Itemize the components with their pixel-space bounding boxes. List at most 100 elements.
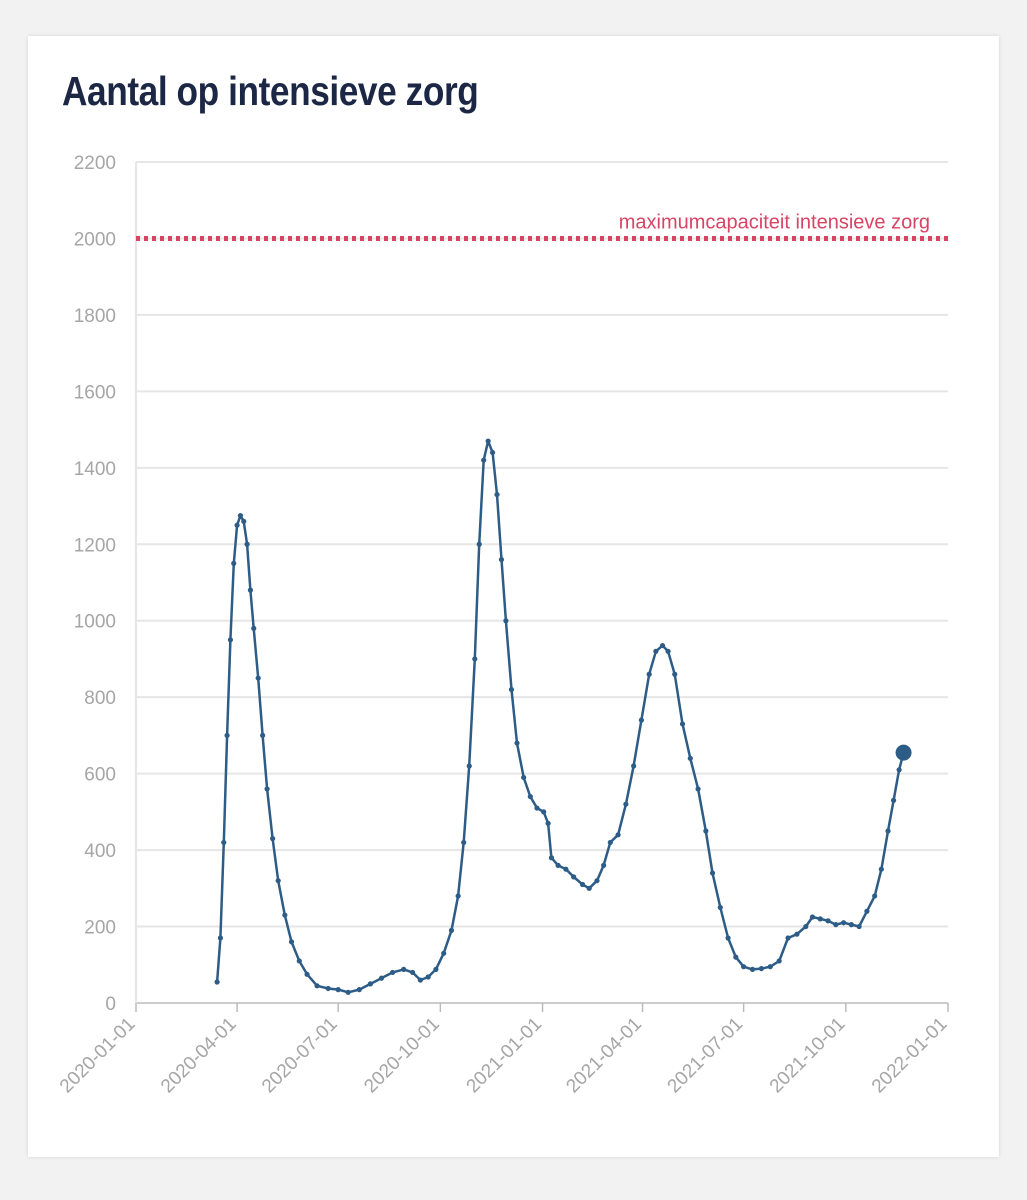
capacity-reference-label: maximumcapaciteit intensieve zorg bbox=[619, 211, 930, 233]
data-point bbox=[448, 927, 455, 933]
chart-title: Aantal op intensieve zorg bbox=[62, 68, 479, 114]
data-point bbox=[481, 457, 487, 463]
data-point bbox=[325, 985, 331, 992]
data-point bbox=[345, 989, 351, 995]
data-point bbox=[441, 950, 447, 956]
data-point bbox=[270, 836, 276, 842]
data-point bbox=[548, 855, 555, 861]
data-point bbox=[527, 793, 533, 800]
data-point bbox=[776, 958, 782, 964]
x-tick-label: 2021-07-01 bbox=[664, 1014, 748, 1098]
data-point bbox=[503, 618, 509, 624]
data-point bbox=[466, 763, 472, 769]
data-point bbox=[275, 878, 281, 884]
y-tick-label: 1400 bbox=[74, 459, 116, 480]
data-point bbox=[848, 922, 854, 928]
data-point bbox=[541, 809, 547, 815]
data-point bbox=[885, 828, 891, 834]
y-tick-label: 1800 bbox=[74, 306, 116, 327]
data-point bbox=[498, 556, 505, 563]
data-point bbox=[476, 541, 482, 547]
data-point bbox=[534, 805, 540, 811]
data-point bbox=[282, 912, 288, 918]
data-point bbox=[217, 935, 224, 941]
series-line bbox=[215, 439, 905, 994]
data-point bbox=[231, 560, 237, 566]
data-point bbox=[725, 935, 731, 941]
data-point bbox=[251, 625, 257, 631]
data-point bbox=[455, 893, 461, 899]
data-point bbox=[409, 969, 416, 976]
data-point bbox=[356, 987, 362, 993]
x-tick-label: 2022-01-01 bbox=[868, 1014, 952, 1098]
data-point bbox=[234, 522, 240, 528]
y-tick-label: 2000 bbox=[74, 229, 116, 250]
data-point bbox=[255, 675, 261, 681]
data-point bbox=[425, 974, 431, 980]
data-point bbox=[563, 866, 569, 872]
data-point bbox=[623, 801, 629, 807]
data-point bbox=[672, 671, 678, 677]
x-tick-label: 2021-04-01 bbox=[562, 1014, 646, 1098]
data-point bbox=[296, 958, 302, 964]
data-point bbox=[508, 686, 515, 693]
line-chart: 0 200 400 600 800 1000 1200 1400 1600 1800 2000 220… bbox=[56, 153, 952, 1098]
data-point bbox=[741, 964, 747, 970]
y-tick-label: 600 bbox=[84, 765, 116, 786]
data-point bbox=[607, 839, 613, 846]
data-point bbox=[579, 881, 586, 888]
data-point bbox=[856, 923, 862, 930]
x-tick-label: 2021-10-01 bbox=[766, 1014, 850, 1098]
data-point bbox=[594, 878, 600, 884]
data-point bbox=[494, 491, 500, 498]
data-point bbox=[638, 717, 645, 723]
data-point bbox=[378, 975, 385, 981]
data-point bbox=[803, 923, 809, 930]
data-point bbox=[709, 870, 716, 876]
y-tick-label: 200 bbox=[84, 918, 116, 939]
data-point bbox=[833, 922, 839, 928]
data-point bbox=[401, 966, 407, 972]
data-point bbox=[335, 987, 341, 993]
data-point bbox=[601, 862, 607, 868]
data-point bbox=[703, 828, 709, 834]
data-point bbox=[840, 920, 847, 926]
data-point bbox=[489, 449, 496, 456]
data-point bbox=[878, 866, 884, 872]
data-point bbox=[631, 763, 637, 769]
data-point bbox=[890, 797, 897, 803]
data-point bbox=[237, 513, 244, 519]
data-point bbox=[653, 648, 659, 654]
y-tick-label: 2200 bbox=[74, 153, 116, 174]
data-point bbox=[896, 767, 902, 773]
y-tick-label: 1200 bbox=[74, 535, 116, 556]
latest-data-point bbox=[895, 744, 912, 761]
data-point bbox=[679, 721, 686, 727]
data-point bbox=[247, 587, 254, 593]
data-point bbox=[472, 656, 478, 662]
data-point bbox=[749, 966, 756, 972]
x-tick-label: 2021-01-01 bbox=[463, 1014, 547, 1098]
data-point bbox=[304, 971, 310, 977]
y-tick-label: 1600 bbox=[74, 382, 116, 403]
data-point bbox=[244, 541, 250, 547]
data-point bbox=[288, 939, 295, 945]
data-point bbox=[514, 740, 520, 746]
data-point bbox=[825, 918, 831, 924]
x-tick-label: 2020-07-01 bbox=[258, 1014, 342, 1098]
data-point bbox=[545, 820, 551, 826]
data-point bbox=[695, 786, 701, 792]
data-point bbox=[214, 979, 220, 985]
data-point bbox=[221, 839, 227, 846]
data-point bbox=[758, 965, 764, 972]
data-point bbox=[389, 969, 396, 976]
data-point bbox=[665, 648, 671, 654]
y-tick-label: 0 bbox=[105, 994, 116, 1015]
data-point bbox=[733, 954, 739, 960]
data-point bbox=[260, 732, 266, 739]
data-point bbox=[687, 755, 693, 761]
x-tick-label: 2020-01-01 bbox=[56, 1014, 140, 1098]
data-point bbox=[809, 914, 816, 920]
data-point bbox=[314, 983, 320, 989]
data-point bbox=[717, 904, 723, 911]
